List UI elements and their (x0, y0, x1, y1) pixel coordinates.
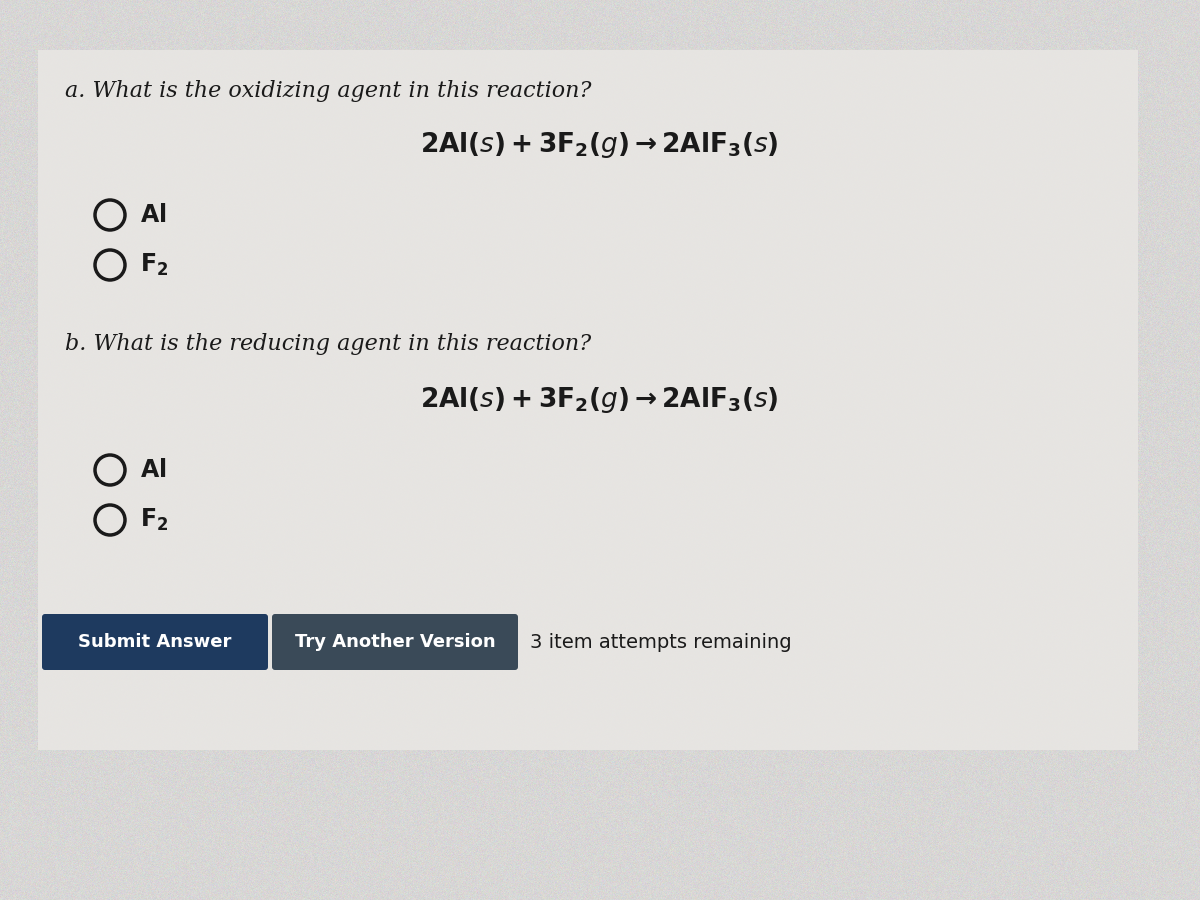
Text: $\mathbf{Al}$: $\mathbf{Al}$ (140, 458, 167, 482)
Text: b. What is the reducing agent in this reaction?: b. What is the reducing agent in this re… (65, 333, 592, 355)
FancyBboxPatch shape (272, 614, 518, 670)
Text: Submit Answer: Submit Answer (78, 633, 232, 651)
Text: 3 item attempts remaining: 3 item attempts remaining (530, 633, 792, 652)
FancyBboxPatch shape (38, 50, 1138, 750)
FancyBboxPatch shape (42, 614, 268, 670)
Text: a. What is the oxidizing agent in this reaction?: a. What is the oxidizing agent in this r… (65, 80, 592, 102)
Text: $\mathbf{F_2}$: $\mathbf{F_2}$ (140, 252, 168, 278)
Text: $\mathbf{F_2}$: $\mathbf{F_2}$ (140, 507, 168, 533)
Text: $\mathbf{2Al(}$$\mathit{s}$$\mathbf{) + 3F_2(}$$\mathit{g}$$\mathbf{) \rightarro: $\mathbf{2Al(}$$\mathit{s}$$\mathbf{) + … (420, 130, 779, 160)
Text: $\mathbf{2Al(}$$\mathit{s}$$\mathbf{) + 3F_2(}$$\mathit{g}$$\mathbf{) \rightarro: $\mathbf{2Al(}$$\mathit{s}$$\mathbf{) + … (420, 385, 779, 415)
Text: Try Another Version: Try Another Version (295, 633, 496, 651)
Text: $\mathbf{Al}$: $\mathbf{Al}$ (140, 203, 167, 227)
